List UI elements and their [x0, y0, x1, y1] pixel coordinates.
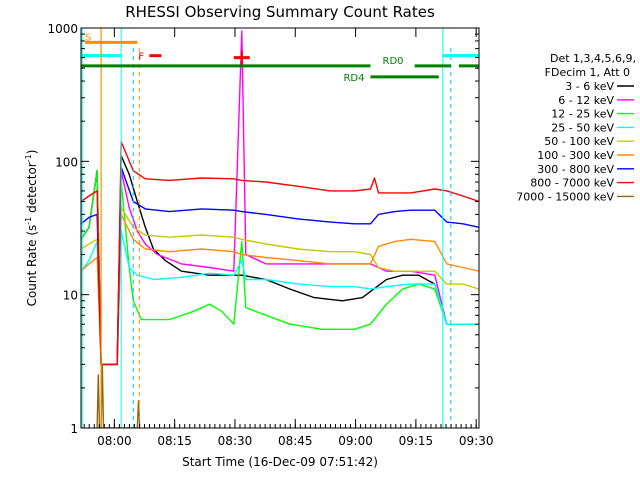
x-tick-label: 08:15 — [157, 434, 192, 448]
legend-label: 800 - 7000 keV — [530, 177, 614, 190]
y-axis-label: Count Rate (s-1 detector-1) — [24, 150, 39, 307]
x-tick-label: 09:15 — [399, 434, 434, 448]
y-axis-label-main: Count Rate (s — [25, 225, 39, 307]
s-label: S — [85, 32, 91, 43]
series-line-8 — [96, 363, 141, 428]
legend-label: 100 - 300 keV — [537, 149, 614, 162]
x-tick-label: 08:45 — [278, 434, 313, 448]
series-line-2 — [81, 169, 479, 366]
legend-header-line-2: FDecim 1, Att 0 — [545, 66, 630, 79]
y-axis-label-sup2: -1 — [24, 154, 33, 162]
annotation-layer: S F RD0 RD4 — [81, 28, 480, 428]
series-line-1 — [81, 30, 479, 366]
x-axis: 08:00 08:15 08:30 08:45 09:00 09:15 09:30 — [83, 28, 494, 448]
x-tick-label: 08:00 — [97, 434, 132, 448]
series-line-0 — [81, 155, 479, 366]
legend-label: 7000 - 15000 keV — [516, 190, 614, 203]
legend: Det 1,3,4,5,6,9, FDecim 1, Att 0 3 - 6 k… — [516, 52, 636, 203]
chart-title: RHESSI Observing Summary Count Rates — [125, 3, 435, 21]
plot-frame — [80, 27, 480, 429]
series-line-6 — [81, 166, 479, 366]
series-layer — [81, 30, 479, 428]
series-line-4 — [81, 206, 479, 366]
legend-label: 300 - 800 keV — [537, 163, 614, 176]
y-tick-label: 1 — [70, 422, 78, 436]
rd0-label: RD0 — [383, 56, 404, 67]
legend-label: 3 - 6 keV — [565, 80, 614, 93]
f-label: F — [138, 52, 144, 63]
x-tick-label: 09:30 — [459, 434, 494, 448]
rd4-label: RD4 — [343, 73, 364, 84]
legend-label: 50 - 100 keV — [544, 135, 614, 148]
legend-header-line-1: Det 1,3,4,5,6,9, — [550, 52, 636, 65]
legend-label: 25 - 50 keV — [551, 121, 614, 134]
y-tick-label: 1000 — [47, 22, 78, 36]
legend-label: 12 - 25 keV — [551, 108, 614, 121]
x-axis-label: Start Time (16-Dec-09 07:51:42) — [182, 455, 378, 469]
y-axis: 1 10 100 1000 — [47, 22, 479, 436]
y-axis-label-sup1: -1 — [24, 217, 33, 225]
series-line-7 — [81, 141, 479, 366]
y-tick-label: 10 — [63, 289, 78, 303]
y-axis-label-mid: detector — [25, 162, 39, 217]
legend-label: 6 - 12 keV — [558, 94, 614, 107]
y-tick-label: 100 — [55, 155, 78, 169]
x-tick-label: 09:00 — [338, 434, 373, 448]
x-tick-label: 08:30 — [218, 434, 253, 448]
series-line-3 — [81, 230, 479, 366]
y-axis-label-end: ) — [25, 150, 39, 155]
